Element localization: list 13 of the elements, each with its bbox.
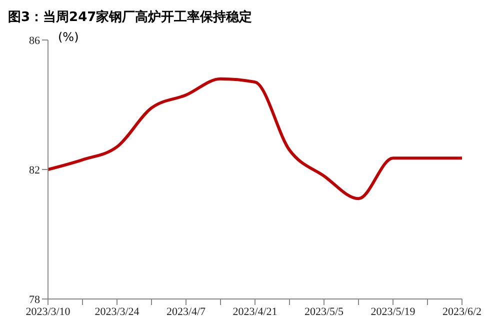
x-tick-label: 2023/4/21 bbox=[232, 306, 278, 318]
y-axis-title: (%) bbox=[58, 30, 79, 44]
chart-title: 图3：当周247家钢厂高炉开工率保持稳定 bbox=[8, 8, 252, 26]
x-tick-label: 2023/3/24 bbox=[94, 306, 140, 318]
y-tick-label: 86 bbox=[29, 34, 40, 47]
x-tick-label: 2023/3/10 bbox=[26, 306, 71, 318]
y-tick-label: 78 bbox=[29, 294, 40, 306]
x-tick-label: 2023/4/7 bbox=[166, 306, 206, 318]
x-tick-label: 2023/5/5 bbox=[304, 306, 344, 318]
x-tick-label: 2023/5/19 bbox=[370, 306, 416, 318]
line-series bbox=[46, 77, 464, 200]
x-tick-label: 2023/6/2 bbox=[442, 306, 482, 318]
y-tick-label: 82 bbox=[29, 164, 40, 176]
